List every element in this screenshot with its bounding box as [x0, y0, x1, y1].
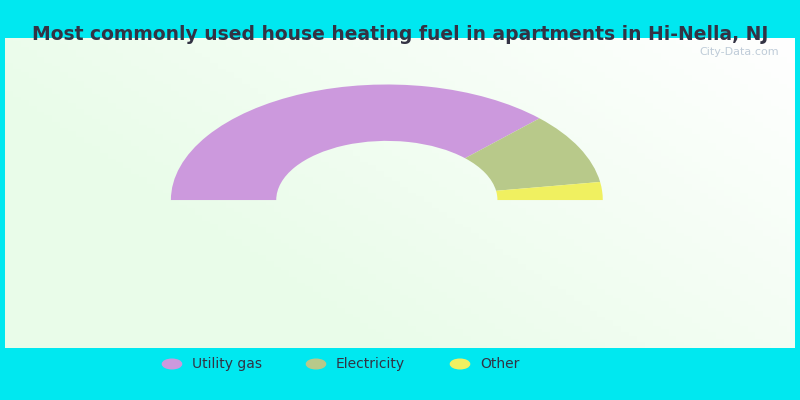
Text: Other: Other — [480, 357, 519, 371]
Text: Utility gas: Utility gas — [192, 357, 262, 371]
Wedge shape — [465, 118, 600, 191]
Wedge shape — [496, 182, 602, 200]
Text: Most commonly used house heating fuel in apartments in Hi-Nella, NJ: Most commonly used house heating fuel in… — [32, 24, 768, 44]
Text: City-Data.com: City-Data.com — [699, 47, 779, 57]
Wedge shape — [171, 84, 539, 200]
Text: Electricity: Electricity — [336, 357, 405, 371]
